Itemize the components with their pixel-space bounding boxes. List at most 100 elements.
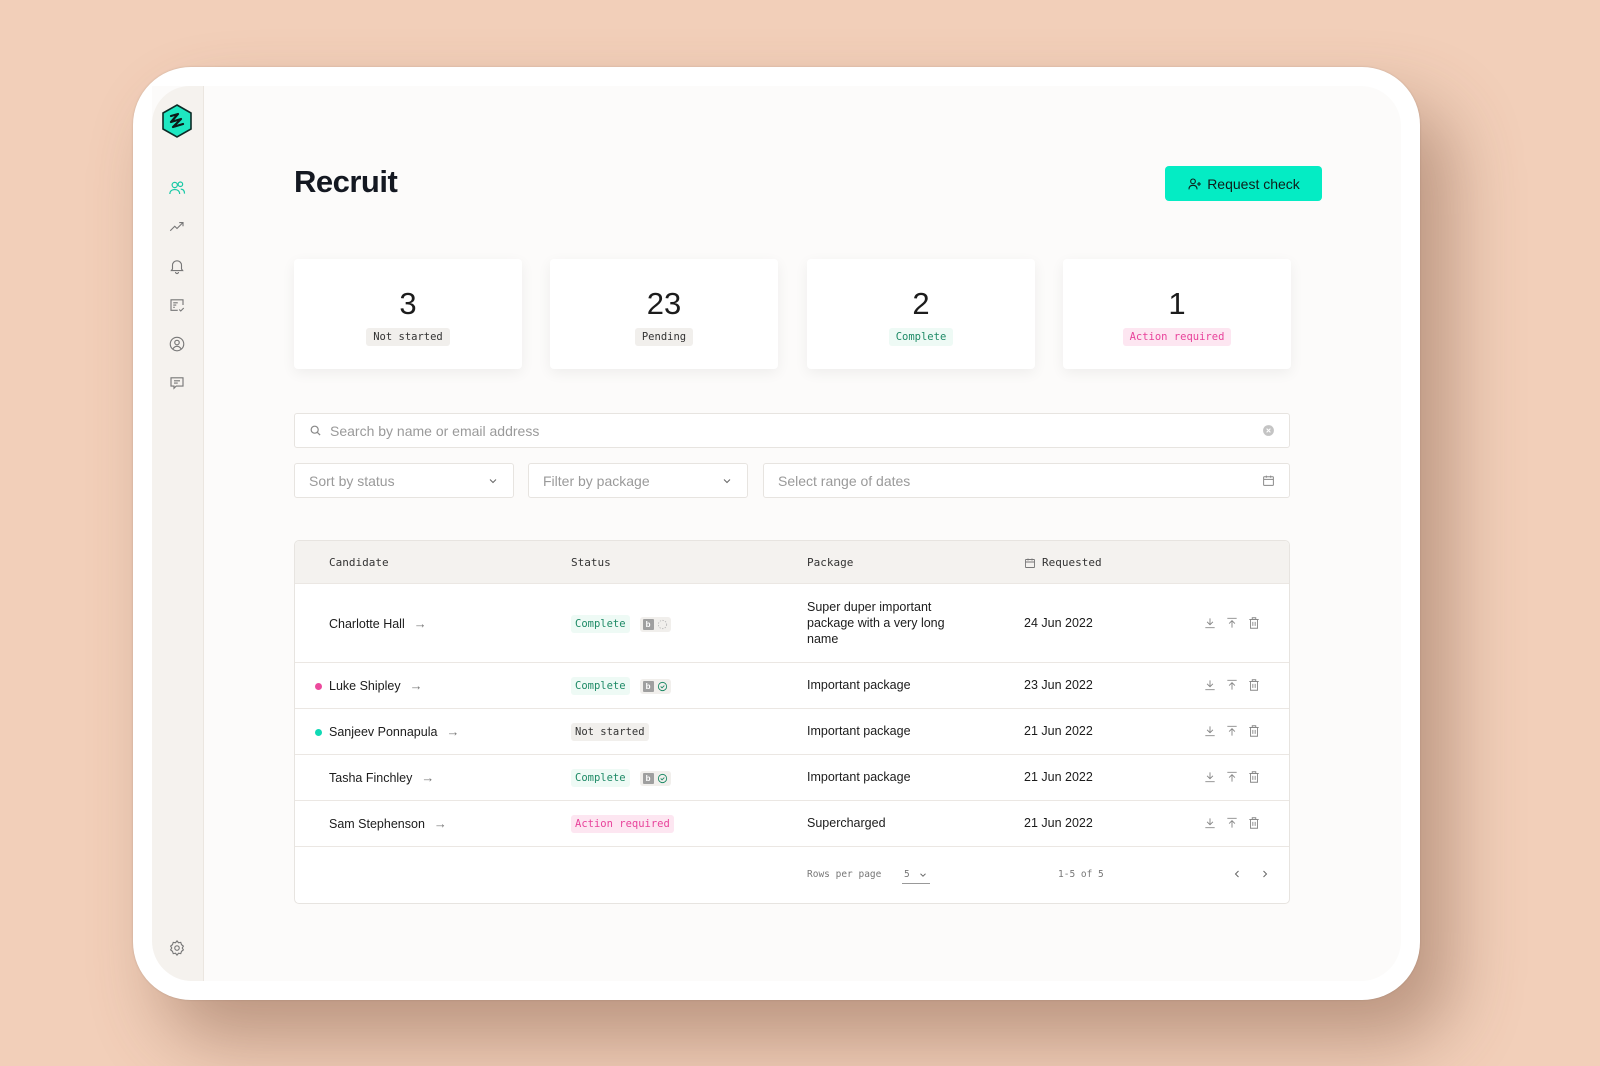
hexagon-logo-icon[interactable] <box>159 103 195 139</box>
arrow-right-icon: → <box>433 816 447 831</box>
table-row[interactable]: Tasha Finchley → Complete b Important pac… <box>295 755 1289 801</box>
main-content: Recruit Request check 3 Not started 23 P… <box>204 86 1401 981</box>
dates-placeholder: Select range of dates <box>778 472 911 489</box>
arrow-right-icon: → <box>413 616 427 631</box>
table-header: Candidate Status Package Requested <box>295 541 1289 584</box>
table-row[interactable]: Sam Stephenson → Action required Supercha… <box>295 801 1289 847</box>
download-icon[interactable] <box>1203 616 1217 630</box>
download-icon[interactable] <box>1203 816 1217 830</box>
sort-placeholder: Sort by status <box>309 472 395 489</box>
sidebar-item-notifications[interactable] <box>167 256 187 276</box>
search-input[interactable] <box>330 422 1262 439</box>
calendar-icon <box>1025 558 1035 568</box>
stat-value: 1 <box>1168 286 1186 321</box>
download-icon[interactable] <box>1203 724 1217 738</box>
stat-label: Action required <box>1122 328 1232 346</box>
stat-value: 23 <box>646 286 682 321</box>
column-status[interactable]: Status <box>571 556 611 569</box>
chevron-left-icon[interactable] <box>1231 868 1243 880</box>
search-icon <box>310 425 321 436</box>
arrow-right-icon: → <box>409 678 423 693</box>
candidate-name[interactable]: Charlotte Hall → <box>329 616 427 631</box>
candidate-name[interactable]: Tasha Finchley → <box>329 770 435 785</box>
trending-icon <box>169 221 184 232</box>
sort-by-status-select[interactable]: Sort by status <box>294 463 514 498</box>
people-icon <box>169 181 186 195</box>
status-cell: Complete b <box>571 769 671 787</box>
add-user-icon <box>1188 177 1202 189</box>
clear-icon[interactable] <box>1262 424 1275 437</box>
table-row[interactable]: Charlotte Hall → Complete b Super duper i… <box>295 584 1289 663</box>
arrow-right-icon: → <box>446 724 460 739</box>
package-cell: Important package <box>807 724 911 738</box>
request-check-button[interactable]: Request check <box>1165 166 1322 201</box>
column-requested[interactable]: Requested <box>1024 556 1102 569</box>
chevron-down-icon <box>723 478 731 483</box>
column-candidate[interactable]: Candidate <box>329 556 389 569</box>
trash-icon[interactable] <box>1247 724 1261 738</box>
status-cell: Complete b <box>571 677 671 695</box>
download-icon[interactable] <box>1203 770 1217 784</box>
rows-per-page-label: Rows per page <box>807 869 882 880</box>
sidebar-item-profile[interactable] <box>167 334 187 354</box>
trash-icon[interactable] <box>1247 816 1261 830</box>
chevron-right-icon[interactable] <box>1259 868 1271 880</box>
request-check-label: Request check <box>1207 175 1300 192</box>
download-icon[interactable] <box>1203 678 1217 692</box>
upload-icon[interactable] <box>1225 724 1239 738</box>
status-badge: Not started <box>571 723 649 741</box>
trash-icon[interactable] <box>1247 770 1261 784</box>
candidate-name[interactable]: Sam Stephenson → <box>329 816 447 831</box>
sidebar-item-settings[interactable] <box>167 938 187 958</box>
check-extras: b <box>639 678 671 694</box>
gear-icon <box>169 939 185 957</box>
status-cell: Not started <box>571 723 649 741</box>
candidates-table: Candidate Status Package Requested Charl… <box>294 540 1290 904</box>
status-badge: Action required <box>571 815 674 833</box>
trash-icon[interactable] <box>1247 678 1261 692</box>
b-icon: b <box>642 680 654 692</box>
row-actions <box>1203 616 1261 630</box>
check-circle-icon <box>657 681 667 691</box>
package-cell: Super duper important package with a ver… <box>807 600 945 646</box>
upload-icon[interactable] <box>1225 678 1239 692</box>
package-cell: Supercharged <box>807 816 886 830</box>
sidebar-item-people[interactable] <box>167 178 187 198</box>
app-screen: Recruit Request check 3 Not started 23 P… <box>152 86 1401 981</box>
stat-card-pending[interactable]: 23 Pending <box>550 259 778 369</box>
page-range: 1-5 of 5 <box>1058 869 1104 880</box>
candidate-name[interactable]: Luke Shipley → <box>329 678 423 693</box>
requested-date: 21 Jun 2022 <box>1024 770 1093 784</box>
unread-dot <box>315 683 322 690</box>
sidebar <box>152 86 204 981</box>
date-range-picker[interactable]: Select range of dates <box>763 463 1290 498</box>
stat-card-not-started[interactable]: 3 Not started <box>294 259 522 369</box>
upload-icon[interactable] <box>1225 770 1239 784</box>
filter-by-package-select[interactable]: Filter by package <box>528 463 748 498</box>
candidate-name[interactable]: Sanjeev Ponnapula → <box>329 724 460 739</box>
checklist-icon <box>170 299 185 312</box>
upload-icon[interactable] <box>1225 816 1239 830</box>
status-cell: Complete b <box>571 615 671 633</box>
chevron-down-icon <box>489 478 497 483</box>
column-package[interactable]: Package <box>807 556 854 569</box>
row-actions <box>1203 770 1261 784</box>
device-frame: Recruit Request check 3 Not started 23 P… <box>133 67 1420 1000</box>
sidebar-item-checks[interactable] <box>167 295 187 315</box>
stat-card-action-required[interactable]: 1 Action required <box>1063 259 1291 369</box>
bell-icon <box>170 260 184 274</box>
b-icon: b <box>642 618 654 630</box>
requested-date: 23 Jun 2022 <box>1024 678 1093 692</box>
sidebar-item-messages[interactable] <box>167 373 187 393</box>
table-row[interactable]: Sanjeev Ponnapula → Not started Important… <box>295 709 1289 755</box>
stat-card-complete[interactable]: 2 Complete <box>807 259 1035 369</box>
package-placeholder: Filter by package <box>543 472 650 489</box>
status-badge: Complete <box>571 769 630 787</box>
upload-icon[interactable] <box>1225 616 1239 630</box>
sidebar-item-analytics[interactable] <box>167 217 187 237</box>
row-actions <box>1203 678 1261 692</box>
trash-icon[interactable] <box>1247 616 1261 630</box>
table-row[interactable]: Luke Shipley → Complete b Important packa… <box>295 663 1289 709</box>
check-extras: b <box>639 616 671 632</box>
rows-per-page-select[interactable]: 5 <box>902 865 930 884</box>
